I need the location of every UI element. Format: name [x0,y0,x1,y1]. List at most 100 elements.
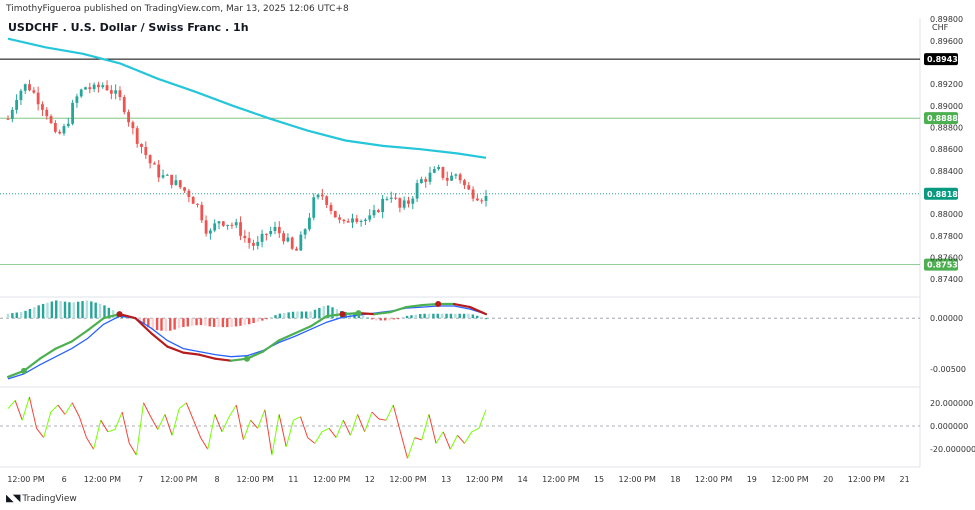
macd-histogram-bar [414,314,418,319]
macd-histogram-bar [471,314,475,319]
macd-histogram-bar [195,318,198,326]
candle-body [239,222,242,236]
macd-histogram-bar [199,318,203,326]
macd-histogram-bar [256,318,260,322]
candle-body [264,233,268,235]
price-tick-label: 0.87800 [930,232,963,241]
time-tick-label: 8 [214,475,219,484]
macd-histogram-bar [72,302,75,319]
macd-histogram-bar [401,316,404,319]
candle-body [191,196,195,204]
oscillator-line-segment [121,411,130,444]
macd-histogram-bar [243,318,247,326]
candle-body [282,233,286,242]
macd-cross-marker [339,311,346,318]
macd-line-segment [468,305,488,316]
oscillator-line-segment [285,420,294,448]
macd-line-segment [150,332,169,348]
time-tick-label: 15 [594,475,604,484]
candle-body [381,198,385,213]
macd-histogram-bar [41,303,45,319]
oscillator-line-segment [36,428,45,438]
macd-histogram-bar [85,300,89,319]
macd-histogram-bar [480,316,483,319]
candle-body [157,164,161,178]
candle-body [6,118,10,120]
time-tick-label: 14 [518,475,528,484]
macd-histogram-bar [59,301,62,319]
macd-histogram-bar [33,307,36,319]
macd-histogram-bar [467,313,470,319]
oscillator-line-segment [357,414,366,432]
oscillator-line-segment [107,429,116,433]
price-tick-label: 0.88000 [930,210,963,219]
macd-cross-marker [244,355,250,362]
price-tick-label: 0.88400 [930,167,963,176]
candle-body [140,143,143,148]
price-tick-label: 0.89800 [930,15,963,24]
oscillator-line-segment [392,404,401,432]
candle-body [437,167,441,170]
candle-body [277,226,281,234]
time-tick-label: 6 [62,475,67,484]
footer-brand[interactable]: ◣◥ TradingView [6,493,77,504]
price-tick-label: 0.89600 [930,37,963,46]
oscillator-line-segment [193,420,202,438]
candle-body [204,220,208,234]
candle-body [432,169,436,173]
macd-line-segment [293,325,312,335]
macd-histogram-bar [392,318,396,320]
candle-body [256,241,260,246]
candle-body [420,179,423,184]
candle-body [458,174,462,181]
macd-histogram-bar [81,301,84,319]
macd-histogram-bar [348,312,352,319]
macd-line-segment [182,351,201,356]
oscillator-line-segment [214,414,223,432]
oscillator-line-segment [50,404,59,413]
oscillator-line-segment [235,404,244,441]
macd-cross-marker [435,301,442,308]
oscillator-line-segment [43,411,52,438]
candle-body [247,238,251,243]
candle-body [105,85,109,91]
oscillator-line-segment [28,396,38,429]
candle-body [342,219,346,222]
candle-body [221,221,225,226]
macd-histogram-bar [388,318,391,321]
candle-body [389,197,393,199]
oscillator-line-segment [328,428,337,438]
candle-body [359,220,363,222]
macd-histogram-bar [436,313,439,319]
oscillator-line-segment [64,402,73,415]
candle-body [364,219,367,221]
macd-cross-marker [355,310,362,317]
macd-histogram-bar [155,318,159,331]
macd-line-segment [405,303,424,309]
oscillator-line-segment [100,419,109,433]
macd-line-segment [453,302,472,309]
candle-body [441,167,445,178]
oscillator-line-segment [157,414,166,430]
candle-body [295,248,298,251]
symbol-title[interactable]: USDCHF . U.S. Dollar / Swiss Franc . 1h [8,21,249,34]
oscillator-line-segment [342,419,351,436]
macd-histogram-bar [15,312,18,319]
time-tick-label: 12:00 PM [542,475,579,484]
oscillator-line-segment [407,437,416,459]
macd-histogram-bar [326,305,330,319]
oscillator-tick-label: 20.000000 [930,399,973,408]
footer-brand-label: TradingView [22,493,77,504]
macd-histogram-bar [28,309,32,319]
oscillator-line-segment [200,437,209,450]
oscillator-line-segment [335,420,344,438]
macd-line-segment [70,329,89,343]
time-tick-label: 13 [441,475,451,484]
oscillator-line-segment [171,408,180,436]
macd-signal-line [7,305,487,380]
macd-histogram-bar [445,313,448,319]
candle-body [415,183,419,199]
macd-histogram-bar [261,318,264,321]
macd-histogram-bar [107,307,111,319]
